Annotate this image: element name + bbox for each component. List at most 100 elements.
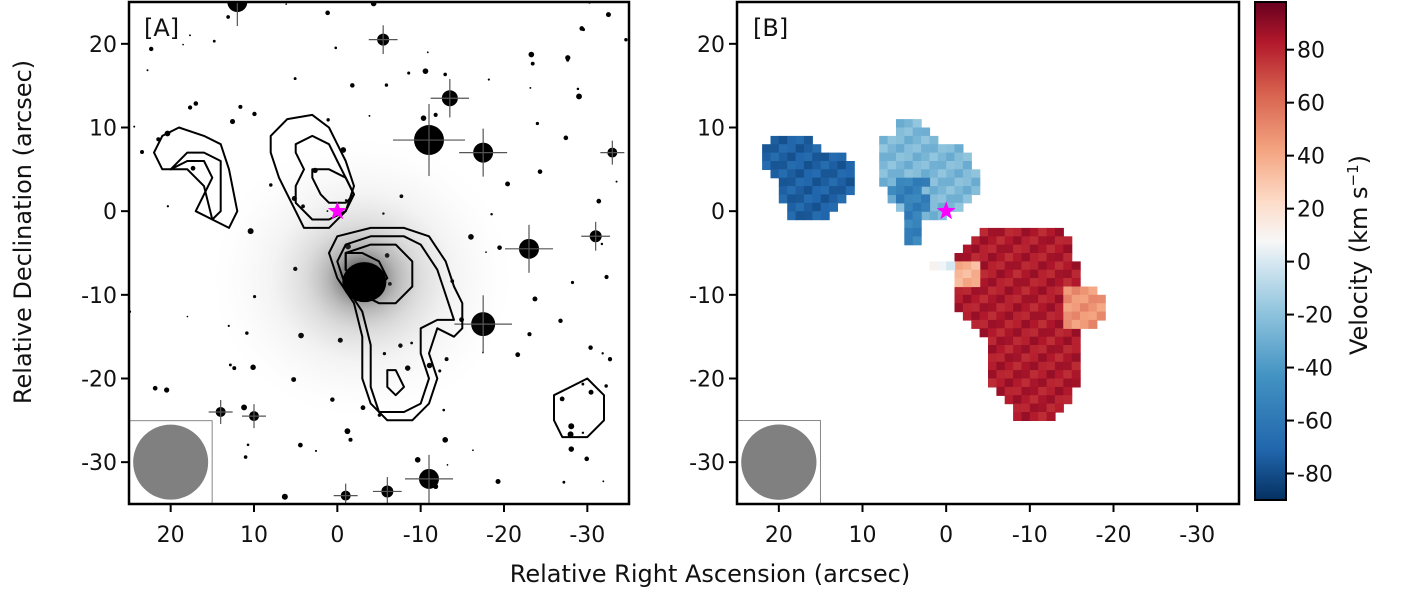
colorbar-tick-label: 40 <box>1297 145 1325 170</box>
velocity-pixel <box>1013 269 1023 279</box>
velocity-pixel <box>979 227 989 237</box>
velocity-pixel <box>954 294 964 304</box>
velocity-pixel <box>795 152 805 162</box>
velocity-pixel <box>1013 378 1023 388</box>
velocity-pixel <box>912 202 922 212</box>
velocity-pixel <box>954 177 964 187</box>
velocity-pixel <box>988 253 997 262</box>
velocity-pixel <box>795 211 805 221</box>
velocity-pixel <box>1080 311 1089 321</box>
velocity-pixel <box>1021 386 1031 396</box>
velocity-pixel <box>829 152 838 162</box>
velocity-pixel <box>1054 345 1064 354</box>
velocity-pixel <box>954 286 964 296</box>
velocity-pixel <box>962 186 972 196</box>
velocity-pixel <box>929 144 939 154</box>
velocity-pixel <box>996 345 1006 354</box>
velocity-pixel <box>1021 278 1031 288</box>
colorbar-label-main: Velocity (km s <box>1345 186 1373 355</box>
velocity-pixel <box>937 177 947 187</box>
field-star <box>326 118 330 122</box>
velocity-pixel <box>988 345 997 354</box>
hi-contour <box>553 377 605 439</box>
velocity-pixel <box>1004 361 1014 371</box>
y-tick-label: 0 <box>103 200 117 225</box>
velocity-pixel <box>829 161 838 170</box>
velocity-pixel <box>845 161 855 170</box>
x-tick-label: -30 <box>1179 523 1215 548</box>
field-star <box>426 51 429 54</box>
velocity-pixel <box>988 286 997 296</box>
velocity-pixel <box>795 144 805 154</box>
hi-contour <box>328 226 464 422</box>
field-star <box>443 72 447 77</box>
field-star <box>559 396 565 402</box>
velocity-pixel <box>962 311 972 321</box>
velocity-pixel <box>1029 361 1039 371</box>
velocity-pixel <box>937 161 947 170</box>
velocity-pixel <box>921 144 931 154</box>
field-star <box>605 12 611 18</box>
velocity-pixel <box>1071 319 1081 329</box>
field-star <box>186 315 189 318</box>
velocity-pixel <box>937 186 947 196</box>
velocity-pixel <box>912 169 922 179</box>
velocity-pixel <box>971 303 981 313</box>
velocity-pixel <box>979 236 989 246</box>
velocity-pixel <box>962 161 972 170</box>
field-star <box>298 442 303 448</box>
velocity-pixel <box>896 186 905 196</box>
velocity-pixel <box>1088 294 1098 304</box>
velocity-pixel <box>1021 336 1031 346</box>
field-star <box>604 274 609 280</box>
velocity-pixel <box>1004 253 1014 262</box>
velocity-pixel <box>954 152 964 162</box>
velocity-pixel <box>1071 269 1081 279</box>
velocity-pixel <box>1029 244 1039 254</box>
x-tick-label: 10 <box>849 523 877 548</box>
velocity-pixel <box>921 135 931 145</box>
velocity-pixel <box>896 152 905 162</box>
velocity-pixel <box>1054 378 1064 388</box>
field-star <box>350 83 355 88</box>
field-star <box>193 101 199 106</box>
velocity-pixel <box>996 261 1006 271</box>
velocity-pixel <box>1088 303 1098 313</box>
velocity-pixel <box>988 319 997 329</box>
velocity-pixel <box>979 278 989 288</box>
velocity-pixel <box>1063 319 1073 329</box>
velocity-pixel <box>937 261 947 271</box>
velocity-pixel <box>1038 278 1048 288</box>
velocity-pixel <box>929 177 939 187</box>
field-star <box>246 443 250 447</box>
velocity-pixel <box>1013 294 1023 304</box>
velocity-pixel <box>1021 345 1031 354</box>
velocity-pixel <box>1054 278 1064 288</box>
velocity-pixel <box>929 152 939 162</box>
velocity-pixel <box>1013 353 1023 363</box>
field-star <box>615 180 618 183</box>
velocity-pixel <box>778 169 788 179</box>
field-star <box>576 93 582 100</box>
velocity-pixel <box>912 177 922 187</box>
velocity-pixel <box>787 194 797 204</box>
velocity-pixel <box>921 161 931 170</box>
velocity-pixel <box>996 353 1006 363</box>
star-marker-b <box>936 201 956 220</box>
field-star <box>188 34 191 37</box>
velocity-pixel <box>929 169 939 179</box>
field-star <box>596 198 602 204</box>
velocity-pixel <box>1013 261 1023 271</box>
velocity-pixel <box>929 161 939 170</box>
y-tick-label: -30 <box>689 451 725 476</box>
velocity-pixel <box>929 261 939 271</box>
velocity-pixel <box>829 202 838 212</box>
velocity-pixel <box>1046 244 1056 254</box>
field-star <box>442 437 449 443</box>
velocity-pixel <box>1038 311 1048 321</box>
panel-a-ticks: 20 10 0 -10 -20 -30 20 10 0 -10 -20 -30 <box>81 33 605 548</box>
velocity-pixel <box>971 294 981 304</box>
velocity-pixel <box>837 169 847 179</box>
velocity-pixel <box>887 161 897 170</box>
velocity-pixel <box>946 169 956 179</box>
